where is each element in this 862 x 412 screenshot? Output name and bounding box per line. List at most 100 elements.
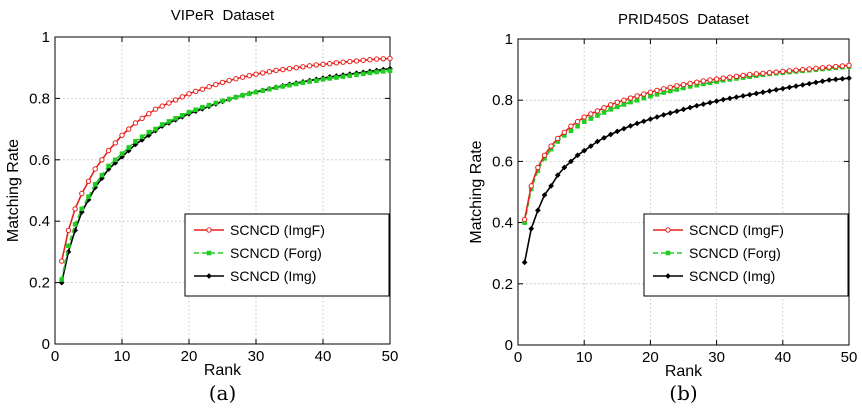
legend-entry: SCNCD (Forg): [689, 245, 781, 261]
data-point: [614, 128, 621, 135]
y-tick-label: 0.4: [29, 213, 50, 230]
data-point: [280, 66, 286, 73]
data-point: [327, 76, 333, 81]
data-point: [293, 65, 299, 71]
plot-frame: [517, 38, 850, 346]
data-point: [172, 97, 179, 103]
data-point: [647, 89, 654, 95]
data-point: [99, 157, 105, 163]
figure-caption: (b): [669, 381, 697, 405]
data-point: [733, 94, 740, 101]
data-point: [300, 64, 306, 70]
data-point: [587, 143, 594, 150]
data-point: [119, 151, 125, 156]
data-point: [528, 183, 534, 189]
data-point: [687, 104, 694, 111]
data-point: [307, 79, 312, 84]
data-point: [260, 70, 266, 76]
data-point: [581, 114, 587, 120]
legend-marker: [206, 250, 212, 256]
data-point: [621, 97, 627, 103]
x-tick-label: 10: [576, 349, 593, 366]
data-point: [693, 102, 700, 109]
data-point: [534, 207, 541, 214]
series-2: [521, 75, 852, 266]
legend-box: [184, 213, 390, 297]
data-point: [607, 102, 614, 108]
data-point: [687, 80, 693, 87]
legend-marker: [206, 273, 212, 279]
data-point: [568, 128, 574, 134]
data-point: [340, 59, 346, 65]
plot-frame: [54, 36, 391, 345]
data-point: [287, 82, 292, 88]
y-tick-label: 0.6: [492, 153, 513, 170]
legend-entry: SCNCD (ImgF): [230, 222, 325, 238]
data-point: [581, 119, 587, 124]
data-point: [674, 83, 680, 89]
data-point: [280, 84, 286, 89]
data-point: [720, 96, 727, 103]
data-point: [601, 134, 608, 141]
data-point: [59, 258, 65, 264]
data-point: [574, 118, 581, 125]
data-point: [766, 88, 773, 94]
legend-entry: SCNCD (Img): [689, 268, 775, 284]
data-point: [226, 77, 232, 84]
data-point: [219, 79, 226, 86]
data-point: [753, 71, 760, 77]
data-point: [253, 71, 259, 77]
data-point: [846, 75, 852, 82]
data-point: [226, 96, 232, 102]
y-tick-label: 1: [42, 29, 50, 46]
data-point: [561, 129, 568, 136]
data-point: [246, 72, 253, 79]
data-point: [555, 135, 561, 142]
data-point: [641, 91, 647, 97]
data-point: [320, 77, 326, 82]
data-point: [166, 119, 172, 124]
data-point: [146, 111, 152, 117]
x-tick-label: 20: [642, 349, 659, 366]
x-tick-label: 0: [514, 349, 522, 366]
data-point: [327, 61, 333, 67]
data-point: [233, 94, 239, 100]
data-point: [59, 277, 65, 282]
data-point: [740, 72, 746, 79]
series-0: [521, 62, 852, 223]
data-point: [601, 110, 607, 115]
data-point: [568, 123, 574, 129]
data-point: [220, 98, 225, 104]
data-point: [627, 95, 634, 101]
data-point: [759, 89, 766, 96]
y-tick-label: 0.6: [29, 152, 50, 169]
data-point: [106, 163, 111, 169]
data-point: [541, 152, 548, 158]
data-point: [273, 85, 279, 90]
y-tick-label: 0: [42, 336, 50, 353]
data-point: [240, 93, 245, 98]
chart-title: PRID450S Dataset: [618, 11, 750, 28]
data-point: [300, 80, 306, 86]
x-tick-label: 20: [181, 348, 198, 365]
data-point: [139, 115, 145, 122]
data-point: [213, 100, 219, 106]
data-point: [306, 63, 313, 69]
data-point: [320, 61, 326, 68]
data-point: [113, 157, 118, 163]
series-0: [59, 55, 393, 264]
data-point: [521, 259, 528, 266]
data-point: [139, 134, 145, 140]
data-point: [347, 73, 353, 78]
data-point: [832, 76, 839, 83]
data-point: [634, 93, 640, 99]
data-point: [660, 111, 667, 118]
data-point: [773, 69, 779, 75]
data-point: [713, 98, 720, 105]
data-point: [793, 83, 799, 90]
data-point: [367, 57, 373, 63]
data-point: [65, 227, 72, 234]
data-point: [105, 147, 112, 154]
series-1: [522, 64, 852, 225]
